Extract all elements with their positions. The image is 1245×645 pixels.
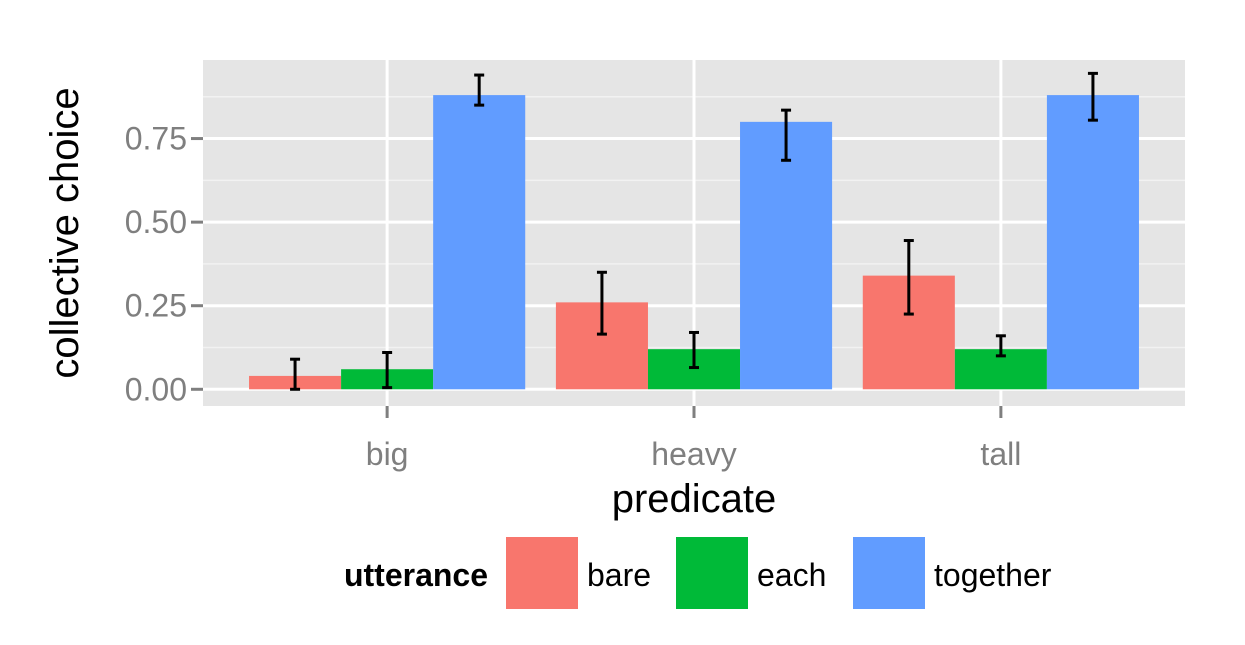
x-tick-label: big xyxy=(366,436,409,472)
x-axis-title: predicate xyxy=(612,477,777,521)
error-bar-bare-tall xyxy=(903,239,914,316)
y-tick-label: 0.50 xyxy=(125,204,187,240)
x-tick-label: tall xyxy=(980,436,1021,472)
error-bar-bare-heavy xyxy=(596,270,607,336)
legend-key-bare xyxy=(506,537,578,609)
y-tick-label: 0.00 xyxy=(125,371,187,407)
legend-label-together: together xyxy=(934,557,1052,593)
legend-label-each: each xyxy=(757,557,826,593)
axes: 0.00 0.25 0.50 0.75 big heavy tall xyxy=(125,121,1022,472)
y-axis-title: collective choice xyxy=(43,87,87,378)
error-bar-together-heavy xyxy=(781,108,792,162)
error-bar-together-big xyxy=(474,73,485,107)
error-bar-together-tall xyxy=(1087,71,1098,122)
legend-label-bare: bare xyxy=(587,557,651,593)
legend-key-together xyxy=(853,537,925,609)
error-bar-each-heavy xyxy=(689,330,699,370)
error-bar-each-tall xyxy=(995,334,1006,358)
error-bar-bare-big xyxy=(290,357,301,391)
legend-key-each xyxy=(676,537,748,609)
legend: utterance bare each together xyxy=(344,537,1052,609)
y-tick-label: 0.75 xyxy=(125,121,187,157)
bar-together-big xyxy=(433,95,526,390)
bar-together-heavy xyxy=(740,121,833,390)
x-tick-label: heavy xyxy=(651,436,736,472)
legend-title: utterance xyxy=(344,557,488,593)
y-tick-label: 0.25 xyxy=(125,288,187,324)
error-bars xyxy=(290,71,1098,391)
bar-together-tall xyxy=(1046,95,1139,390)
error-bar-each-big xyxy=(382,351,393,390)
